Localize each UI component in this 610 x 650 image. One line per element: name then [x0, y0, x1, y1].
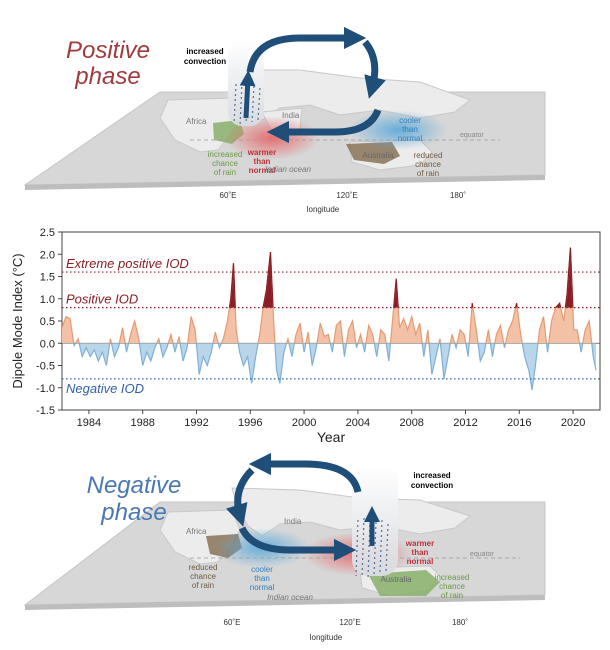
- threshold-label: Extreme positive IOD: [66, 256, 189, 271]
- x-tick-label: 1992: [184, 417, 208, 429]
- brown-label-2: chance: [190, 572, 216, 581]
- y-tick-label: 1.0: [40, 294, 55, 306]
- x-tick-label: 1988: [130, 417, 154, 429]
- x-tick-label: 2012: [453, 417, 477, 429]
- circulation-arrow-top: [248, 452, 362, 493]
- brown-label-1: reduced: [189, 563, 218, 572]
- convection-label-1: increased: [413, 471, 450, 480]
- y-tick-label: -1.5: [36, 405, 55, 417]
- lon-tick-180: 180˚: [450, 191, 466, 200]
- green-label-2: chance: [439, 582, 465, 591]
- green-label-3: of rain: [441, 591, 463, 600]
- threshold-label: Positive IOD: [66, 292, 138, 307]
- lon-tick-60: 60˚E: [220, 191, 237, 200]
- x-tick-label: 1984: [77, 417, 101, 429]
- lon-tick-120: 120˚E: [336, 191, 357, 200]
- y-tick-label: 0.0: [40, 338, 55, 350]
- warm-label-1: warmer: [247, 148, 276, 157]
- warm-label-3: normal: [249, 166, 276, 175]
- lon-axis-title: longitude: [307, 205, 340, 214]
- positive-phase-title-1: Positive: [66, 37, 150, 64]
- series-line-positive: [62, 247, 593, 344]
- x-tick-label: 2008: [399, 417, 423, 429]
- cool-label-3: normal: [398, 134, 423, 143]
- y-tick-label: 0.5: [40, 316, 55, 328]
- green-label-1: increased: [435, 573, 470, 582]
- circulation-arrow-bottom: [266, 108, 382, 144]
- positive-phase-panel: Positive phase increased convection Afri…: [23, 26, 546, 214]
- india-label: India: [282, 111, 300, 120]
- y-tick-label: -1.0: [36, 383, 55, 395]
- x-tick-label: 2016: [507, 417, 531, 429]
- x-tick-label: 2020: [561, 417, 585, 429]
- indian-ocean-label: Indian ocean: [267, 593, 313, 602]
- warm-label-2: than: [254, 157, 271, 166]
- negative-phase-panel: Negative phase increased convection Afri…: [23, 452, 546, 642]
- series-line-negative: [73, 343, 597, 391]
- green-label-3: of rain: [214, 168, 236, 177]
- lon-axis-title: longitude: [310, 633, 343, 642]
- brown-label-3: of rain: [417, 169, 439, 178]
- convection-column: [352, 464, 398, 576]
- cool-label-1: cooler: [399, 116, 421, 125]
- x-axis-title: Year: [317, 429, 346, 444]
- india-label: India: [284, 517, 302, 526]
- africa-label: Africa: [186, 117, 207, 126]
- x-tick-label: 2004: [346, 417, 370, 429]
- convection-label-2: convection: [411, 481, 453, 490]
- warm-label-3: normal: [407, 557, 434, 566]
- cool-label-2: than: [254, 574, 270, 583]
- lon-tick-60: 60˚E: [224, 618, 241, 627]
- rain-streaks: [355, 517, 389, 579]
- australia-label: Australia: [380, 575, 412, 584]
- x-tick-label: 2000: [292, 417, 316, 429]
- circulation-arrow-top: [246, 26, 367, 73]
- cool-label-2: than: [402, 125, 418, 134]
- equator-label: equator: [460, 132, 484, 139]
- australia-label: Australia: [362, 151, 394, 160]
- y-tick-label: -0.5: [36, 361, 55, 373]
- circulation-arrow-right: [362, 39, 386, 99]
- map-plane-edge: [25, 175, 545, 190]
- dipole-mode-index-chart: 2.5 2.0 1.5 1.0 0.5 0.0 -0.5 -1.0 -1.5 1984 1988 19…: [10, 227, 601, 444]
- threshold-label: Negative IOD: [66, 381, 144, 396]
- green-label-2: chance: [212, 159, 238, 168]
- circulation-arrow-left: [226, 467, 255, 527]
- y-tick-label: 1.5: [40, 272, 55, 284]
- negative-area: [62, 343, 596, 390]
- convection-label-1: increased: [186, 47, 223, 56]
- equator-label: equator: [470, 551, 494, 558]
- circulation-arrow-bottom: [238, 526, 357, 562]
- brown-label-3: of rain: [192, 581, 214, 590]
- increased-rain-region: [368, 570, 440, 596]
- brown-label-1: reduced: [414, 151, 443, 160]
- positive-phase-title-2: phase: [74, 63, 140, 90]
- negative-phase-title-2: phase: [100, 499, 166, 526]
- circulation-arrow-up: [239, 70, 256, 119]
- y-axis-title: Dipole Mode Index (°C): [10, 253, 25, 388]
- green-label-1: increased: [208, 150, 243, 159]
- indian-ocean-label: Indian ocean: [265, 165, 311, 174]
- brown-label-2: chance: [415, 160, 441, 169]
- y-tick-label: 2.0: [40, 249, 55, 261]
- lon-tick-120: 120˚E: [339, 618, 360, 627]
- negative-phase-title-1: Negative: [87, 472, 182, 499]
- warm-label-1: warmer: [405, 539, 434, 548]
- lon-tick-180: 180˚: [452, 618, 468, 627]
- map-plane-edge: [25, 595, 545, 610]
- africa-label: Africa: [186, 527, 207, 536]
- positive-area: [62, 247, 596, 344]
- cool-label-3: normal: [250, 583, 275, 592]
- x-tick-label: 1996: [238, 417, 262, 429]
- y-tick-label: 2.5: [40, 227, 55, 239]
- warm-label-2: than: [412, 548, 429, 557]
- convection-label-2: convection: [184, 57, 226, 66]
- cool-label-1: cooler: [251, 565, 273, 574]
